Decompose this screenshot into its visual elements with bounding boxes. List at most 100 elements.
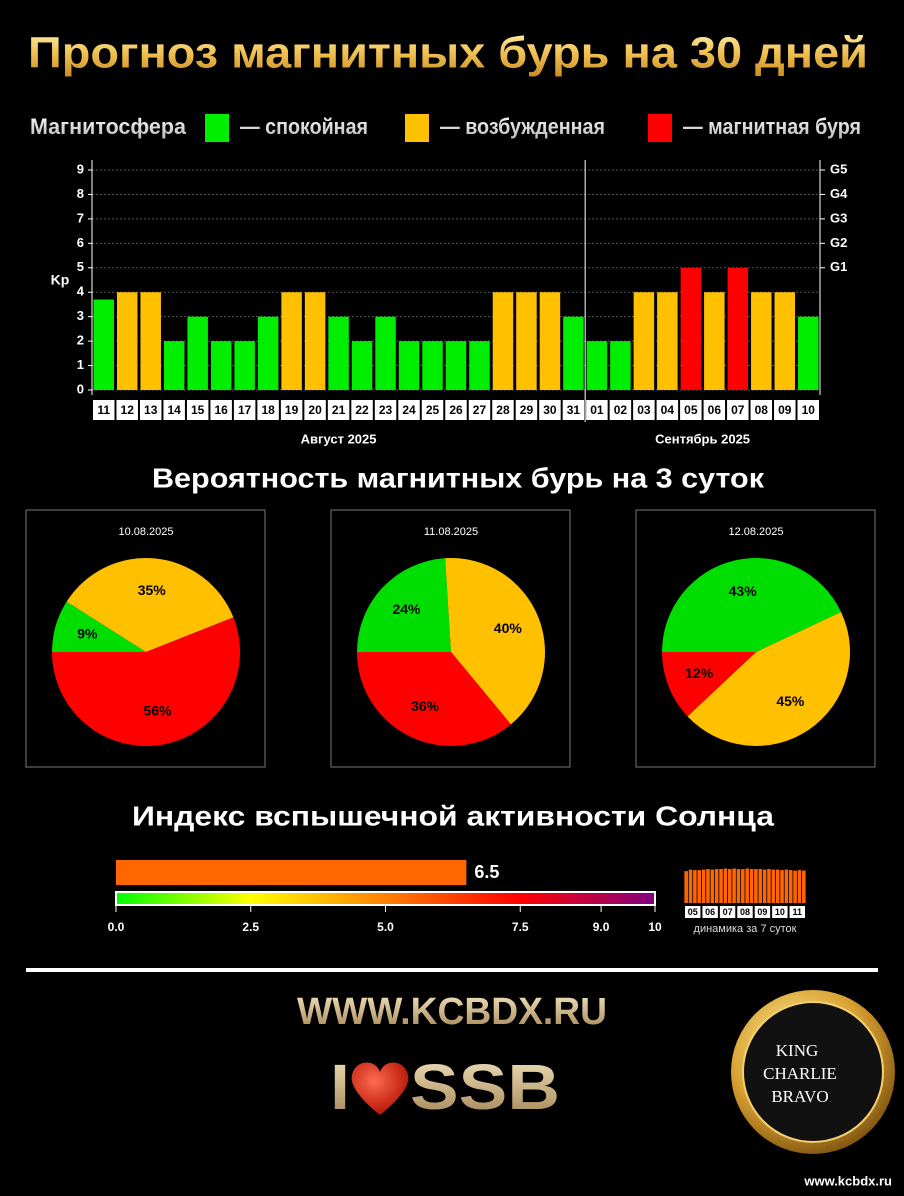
badge-text: BRAVO [771, 1087, 828, 1106]
day-box [797, 400, 819, 420]
mini-bar [784, 869, 789, 903]
legend-swatch [205, 114, 229, 142]
y-tick-label: 9 [77, 161, 84, 176]
pie-title: 10.08.2025 [118, 526, 173, 538]
y-axis-label: Kp [51, 272, 70, 288]
x-tick-label: 25 [426, 403, 440, 417]
x-tick-label: 27 [473, 403, 487, 417]
x-tick-label: 13 [144, 403, 158, 417]
pie-slice [52, 617, 240, 746]
bar [774, 292, 796, 390]
bar [798, 316, 819, 390]
day-box [445, 400, 467, 420]
bar [469, 341, 490, 390]
x-tick-label: 11 [97, 403, 110, 417]
pie-label: 45% [776, 693, 805, 709]
section-title: Индекс вспышечной активности Солнца [132, 800, 774, 831]
x-tick-label: 10 [775, 907, 785, 917]
x-tick-label: 18 [261, 403, 275, 417]
mini-bar [719, 869, 723, 903]
y2-tick-label: G4 [830, 186, 848, 201]
day-box [468, 400, 491, 420]
pie-slice [66, 558, 234, 652]
day-box [93, 400, 115, 420]
scale-strip [115, 891, 656, 906]
mini-bar [767, 869, 771, 903]
mini-bar [741, 869, 745, 903]
bar [727, 267, 749, 390]
y2-tick-label: G3 [830, 210, 847, 225]
mini-bar [701, 869, 706, 903]
page-title: Прогноз магнитных бурь на 30 дней [28, 29, 868, 78]
bar [351, 341, 373, 390]
group-label: Сентябрь 2025 [655, 431, 750, 446]
mini-bar [745, 868, 749, 903]
day-box [719, 906, 736, 918]
day-box [351, 400, 373, 420]
bar [704, 292, 725, 390]
day-box [139, 400, 162, 420]
legend-label: — магнитная буря [683, 114, 861, 139]
bar [586, 341, 608, 390]
bar [657, 292, 678, 390]
bar [375, 316, 396, 390]
x-tick-label: 15 [191, 403, 205, 417]
day-box [280, 400, 303, 420]
x-tick-label: 06 [705, 907, 715, 917]
logo-i: I [330, 1051, 350, 1123]
mini-bar [684, 871, 688, 903]
y-tick-label: 4 [77, 284, 85, 299]
bar [633, 292, 655, 390]
x-tick-label: 03 [637, 403, 651, 417]
bar [163, 341, 185, 390]
bar [210, 341, 232, 390]
pie-title: 12.08.2025 [728, 526, 783, 538]
bar [257, 316, 279, 390]
mini-bar [758, 869, 763, 903]
pie-slice [357, 558, 451, 652]
y-tick-label: 2 [77, 333, 84, 348]
y-tick-label: 1 [77, 357, 84, 372]
day-box [656, 400, 679, 420]
x-tick-label: 30 [543, 403, 557, 417]
x-axis-label: динамика за 7 суток [694, 923, 797, 935]
index-bar [116, 860, 467, 885]
x-tick-label: 09 [778, 403, 792, 417]
x-tick-label: 24 [402, 403, 416, 417]
mini-bar [710, 869, 715, 903]
day-box [210, 400, 232, 420]
bar [140, 292, 161, 390]
y2-tick-label: G2 [830, 235, 847, 250]
badge-text: KING [776, 1041, 819, 1060]
legend-swatch [405, 114, 429, 142]
mini-bar [688, 869, 693, 903]
x-tick-label: 31 [567, 403, 581, 417]
pie-slice [357, 652, 511, 746]
mini-bar [797, 870, 802, 903]
day-box [727, 400, 749, 420]
mini-bar [697, 870, 702, 903]
mini-bar [693, 870, 697, 903]
pie-label: 35% [138, 582, 167, 598]
x-tick-label: 08 [755, 403, 769, 417]
pie-slice [662, 652, 756, 717]
x-tick-label: 29 [520, 403, 534, 417]
day-box [163, 400, 185, 420]
x-tick-label: 21 [332, 403, 346, 417]
day-box [685, 906, 701, 918]
day-box [233, 400, 256, 420]
bar [516, 292, 537, 390]
x-tick-label: 5.0 [377, 920, 394, 934]
mini-bar [736, 869, 741, 903]
day-box [609, 400, 632, 420]
day-box [257, 400, 279, 420]
day-box [703, 400, 726, 420]
mini-bar [754, 869, 758, 903]
day-box [754, 906, 771, 918]
pie-label: 43% [729, 583, 758, 599]
x-tick-label: 0.0 [108, 920, 125, 934]
day-box [186, 400, 209, 420]
day-box [492, 400, 514, 420]
bar [93, 299, 114, 390]
